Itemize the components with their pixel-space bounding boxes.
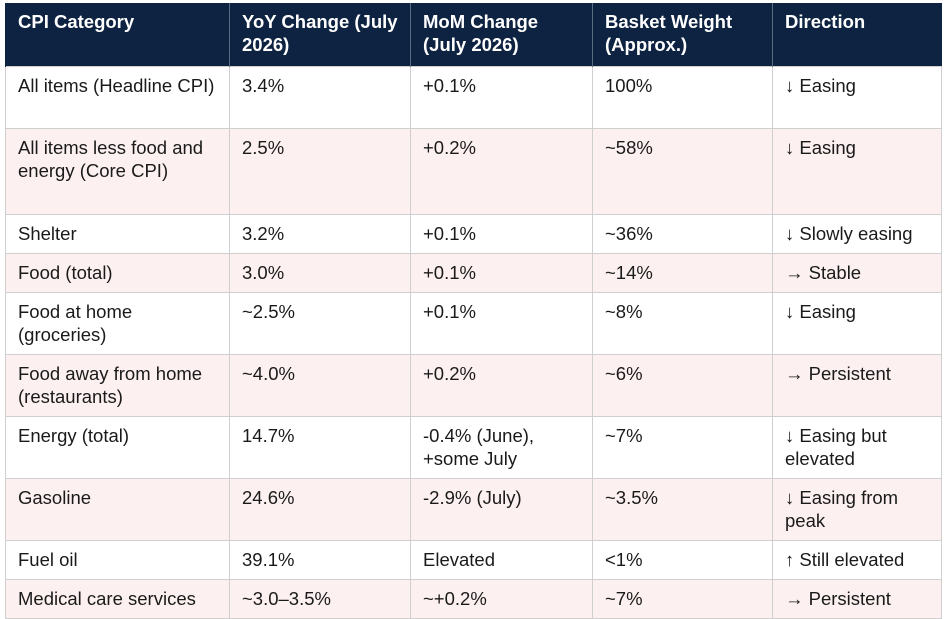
header-row: CPI Category YoY Change (July 2026) MoM … — [5, 3, 942, 67]
table-row: Gasoline 24.6% -2.9% (July) ~3.5% ↓ Easi… — [5, 478, 942, 541]
cell-weight: ~8% — [592, 292, 773, 355]
cell-direction: ↓ Easing from peak — [772, 478, 942, 541]
table-row: Food at home (groceries) ~2.5% +0.1% ~8%… — [5, 292, 942, 355]
cell-weight: ~6% — [592, 354, 773, 417]
table-body: All items (Headline CPI) 3.4% +0.1% 100%… — [5, 66, 942, 619]
cell-direction: ↓ Easing but elevated — [772, 416, 942, 479]
cell-weight: ~58% — [592, 128, 773, 215]
cell-direction: ↓ Easing — [772, 292, 942, 355]
cell-mom: -2.9% (July) — [410, 478, 593, 541]
cell-yoy: 3.0% — [229, 253, 411, 293]
cell-weight: ~7% — [592, 579, 773, 619]
cell-category: Gasoline — [5, 478, 230, 541]
cell-direction: ↓ Slowly easing — [772, 214, 942, 254]
header-mom-change: MoM Change (July 2026) — [410, 3, 593, 67]
header-yoy-change: YoY Change (July 2026) — [229, 3, 411, 67]
cell-direction: → Persistent — [772, 579, 942, 619]
cell-yoy: 3.4% — [229, 66, 411, 129]
cell-mom: Elevated — [410, 540, 593, 580]
cell-yoy: 14.7% — [229, 416, 411, 479]
cell-yoy: 39.1% — [229, 540, 411, 580]
cell-yoy: ~2.5% — [229, 292, 411, 355]
cell-direction: ↑ Still elevated — [772, 540, 942, 580]
cell-weight: ~14% — [592, 253, 773, 293]
cell-category: Medical care services — [5, 579, 230, 619]
cpi-table: CPI Category YoY Change (July 2026) MoM … — [5, 3, 942, 619]
cell-weight: 100% — [592, 66, 773, 129]
cell-weight: <1% — [592, 540, 773, 580]
cell-category: Food away from home (restaurants) — [5, 354, 230, 417]
table-header: CPI Category YoY Change (July 2026) MoM … — [5, 3, 942, 67]
table-row: Food (total) 3.0% +0.1% ~14% → Stable — [5, 253, 942, 293]
cell-weight: ~3.5% — [592, 478, 773, 541]
cell-category: Food (total) — [5, 253, 230, 293]
cell-mom: -0.4% (June), +some July — [410, 416, 593, 479]
cell-category: All items (Headline CPI) — [5, 66, 230, 129]
cell-yoy: 2.5% — [229, 128, 411, 215]
cell-direction: ↓ Easing — [772, 66, 942, 129]
cell-mom: ~+0.2% — [410, 579, 593, 619]
cell-mom: +0.2% — [410, 354, 593, 417]
cell-weight: ~7% — [592, 416, 773, 479]
table-row: Energy (total) 14.7% -0.4% (June), +some… — [5, 416, 942, 479]
cell-direction: → Stable — [772, 253, 942, 293]
cell-category: Fuel oil — [5, 540, 230, 580]
cell-category: Energy (total) — [5, 416, 230, 479]
table-row: Shelter 3.2% +0.1% ~36% ↓ Slowly easing — [5, 214, 942, 254]
cell-category: Shelter — [5, 214, 230, 254]
cell-yoy: ~4.0% — [229, 354, 411, 417]
cell-yoy: ~3.0–3.5% — [229, 579, 411, 619]
table-row: Food away from home (restaurants) ~4.0% … — [5, 354, 942, 417]
cell-weight: ~36% — [592, 214, 773, 254]
header-cpi-category: CPI Category — [5, 3, 230, 67]
header-direction: Direction — [772, 3, 942, 67]
cell-direction: ↓ Easing — [772, 128, 942, 215]
cell-mom: +0.1% — [410, 253, 593, 293]
cell-mom: +0.1% — [410, 214, 593, 254]
cell-category: Food at home (groceries) — [5, 292, 230, 355]
cell-category: All items less food and energy (Core CPI… — [5, 128, 230, 215]
cell-yoy: 3.2% — [229, 214, 411, 254]
table-row: All items (Headline CPI) 3.4% +0.1% 100%… — [5, 66, 942, 129]
cell-yoy: 24.6% — [229, 478, 411, 541]
cell-direction: → Persistent — [772, 354, 942, 417]
header-basket-weight: Basket Weight (Approx.) — [592, 3, 773, 67]
table-row: All items less food and energy (Core CPI… — [5, 128, 942, 215]
cell-mom: +0.1% — [410, 66, 593, 129]
cell-mom: +0.2% — [410, 128, 593, 215]
cell-mom: +0.1% — [410, 292, 593, 355]
table-row: Medical care services ~3.0–3.5% ~+0.2% ~… — [5, 579, 942, 619]
table-row: Fuel oil 39.1% Elevated <1% ↑ Still elev… — [5, 540, 942, 580]
